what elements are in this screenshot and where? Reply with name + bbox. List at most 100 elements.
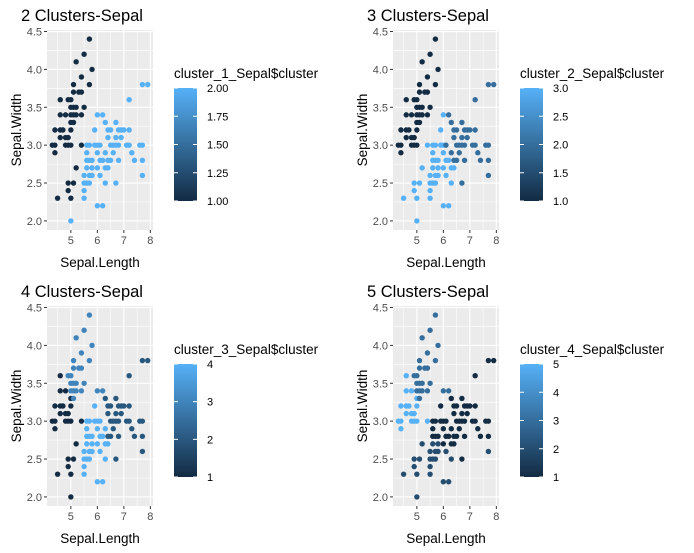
y-tick-label: 4.5 xyxy=(373,303,388,315)
data-point xyxy=(78,89,85,95)
data-point xyxy=(448,180,454,186)
data-point xyxy=(113,395,119,402)
data-point xyxy=(105,441,111,447)
data-point xyxy=(94,388,101,394)
data-point xyxy=(456,426,462,432)
data-point xyxy=(129,426,135,432)
data-point xyxy=(398,127,404,133)
data-point xyxy=(414,142,420,148)
data-point xyxy=(73,441,79,447)
data-point xyxy=(435,441,441,447)
data-point xyxy=(115,418,122,424)
data-point xyxy=(416,180,423,186)
data-point xyxy=(60,403,66,409)
data-point xyxy=(435,433,441,440)
data-point xyxy=(57,112,63,118)
data-point xyxy=(107,433,114,440)
data-point xyxy=(107,403,114,409)
legend-colorbar xyxy=(174,364,197,477)
data-point xyxy=(416,456,423,462)
data-point xyxy=(427,471,433,477)
data-point xyxy=(453,157,460,164)
data-point xyxy=(459,456,465,462)
data-point xyxy=(139,433,146,440)
data-point xyxy=(485,81,492,88)
data-point xyxy=(89,342,95,349)
data-point xyxy=(419,388,425,394)
x-tick-label: 6 xyxy=(94,235,100,247)
data-point xyxy=(139,418,146,424)
legend-break-label: 2.5 xyxy=(553,111,568,123)
data-point xyxy=(427,172,433,179)
data-point xyxy=(459,119,465,126)
data-point xyxy=(448,150,454,156)
data-point xyxy=(78,74,85,80)
x-tick-label: 7 xyxy=(121,511,127,523)
data-point xyxy=(126,127,132,133)
data-point xyxy=(485,157,492,164)
data-point xyxy=(445,157,452,164)
data-point xyxy=(403,112,409,118)
data-point xyxy=(438,403,444,409)
legend-break-label: 2 xyxy=(207,434,213,446)
y-tick-label: 4.0 xyxy=(27,64,42,76)
y-tick-label: 2.0 xyxy=(27,216,42,228)
data-point xyxy=(432,142,439,148)
x-tick-label: 8 xyxy=(493,235,499,247)
data-point xyxy=(432,36,439,42)
data-point xyxy=(94,203,101,209)
data-point xyxy=(472,96,478,103)
data-point xyxy=(461,418,468,424)
data-point xyxy=(118,134,124,141)
y-tick-label: 3.5 xyxy=(27,378,42,390)
data-point xyxy=(472,418,478,424)
data-point xyxy=(65,456,71,462)
y-tick-label: 3.0 xyxy=(27,140,42,152)
data-point xyxy=(126,372,132,379)
legend-break-label: 5 xyxy=(553,359,559,371)
data-point xyxy=(99,388,106,394)
data-point xyxy=(461,142,468,148)
data-point xyxy=(70,119,77,126)
data-point xyxy=(65,410,71,417)
data-point xyxy=(126,96,132,103)
data-point xyxy=(99,433,106,440)
chart-panel-1: 5 6 7 8 2.0 2.5 3.0 3.5 4.0 4.5 2 Clusters-Sepal Se… xyxy=(9,7,319,270)
chart-panel-4: 5 6 7 8 2.0 2.5 3.0 3.5 4.0 4.5 5 Clusters-Sepal Se… xyxy=(355,283,665,546)
data-point xyxy=(419,380,425,386)
data-point xyxy=(57,372,63,379)
data-point xyxy=(453,403,460,409)
data-point xyxy=(403,96,409,103)
data-point xyxy=(403,134,409,141)
legend-break-label: 1.25 xyxy=(207,168,228,180)
data-point xyxy=(81,448,87,455)
data-point xyxy=(89,448,95,455)
data-point xyxy=(113,180,119,186)
chart-title: 3 Clusters-Sepal xyxy=(367,7,489,25)
data-point xyxy=(115,142,122,148)
data-point xyxy=(102,456,109,462)
data-point xyxy=(97,448,103,455)
data-point xyxy=(78,365,85,371)
y-tick-label: 4.5 xyxy=(27,303,42,315)
data-point xyxy=(403,372,409,379)
data-point xyxy=(54,471,61,477)
legend-break-label: 1.00 xyxy=(207,196,228,208)
data-point xyxy=(453,127,460,133)
data-point xyxy=(435,172,441,179)
data-point xyxy=(419,441,425,447)
x-axis-title: Sepal.Length xyxy=(60,255,140,270)
data-point xyxy=(57,96,63,103)
data-point xyxy=(68,418,74,424)
legend-title: cluster_3_Sepal$cluster xyxy=(174,342,319,357)
data-point xyxy=(411,463,417,470)
data-point xyxy=(97,172,103,179)
y-tick-label: 2.5 xyxy=(27,454,42,466)
data-point xyxy=(86,357,93,364)
data-point xyxy=(419,335,425,341)
data-point xyxy=(110,150,116,156)
x-tick-label: 8 xyxy=(147,235,153,247)
data-point xyxy=(445,203,452,209)
data-point xyxy=(406,127,412,133)
data-point xyxy=(411,456,417,462)
